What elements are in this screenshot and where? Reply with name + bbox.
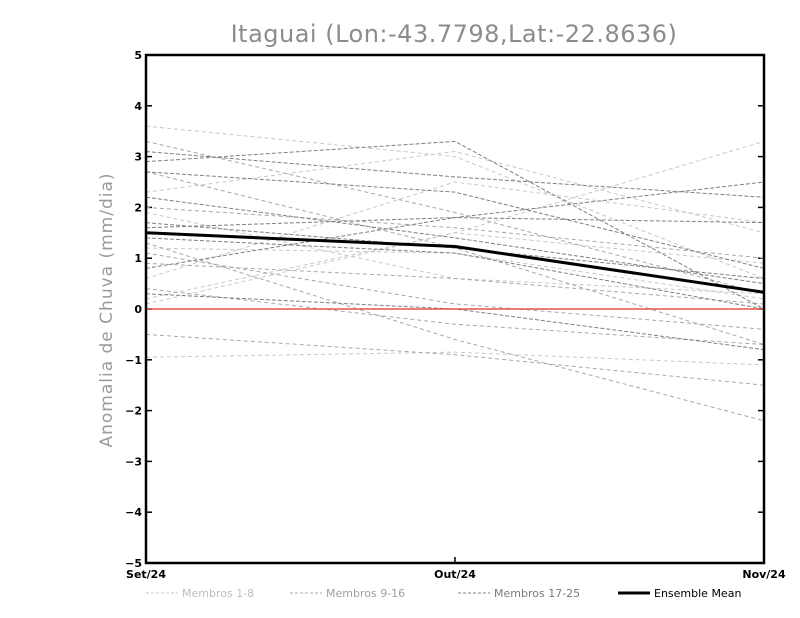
member-line	[145, 222, 765, 280]
member-line	[145, 351, 765, 366]
ensemble-mean-line	[145, 231, 765, 294]
member-line	[145, 262, 765, 305]
y-axis-label: Anomalia de Chuva (mm/dia)	[97, 172, 117, 447]
y-tick-label: 4	[134, 100, 142, 113]
y-tick-label: 1	[134, 252, 142, 265]
member-line	[145, 151, 765, 198]
y-tick-label: 2	[134, 201, 142, 214]
legend-label: Membros 1-8	[182, 587, 254, 600]
member-line	[145, 140, 765, 295]
member-line	[145, 288, 765, 346]
x-tick-label: Set/24	[126, 568, 166, 581]
y-tick-label: −2	[125, 405, 142, 418]
member-line	[145, 206, 765, 259]
legend: Membros 1-8 Membros 9-16 Membros 17-25 Ense…	[146, 587, 741, 600]
y-tick-label: 5	[134, 49, 142, 62]
y-tick-label: 3	[134, 151, 142, 164]
member-line	[145, 333, 765, 386]
member-line	[145, 140, 765, 310]
y-tick-label: −3	[125, 455, 142, 468]
member-line	[145, 171, 765, 346]
plot-frame	[144, 53, 766, 565]
member-line	[145, 242, 765, 422]
y-tick-label: −5	[125, 557, 142, 570]
legend-label: Ensemble Mean	[654, 587, 741, 600]
member-line	[145, 232, 765, 305]
member-line	[145, 217, 765, 229]
member-line	[145, 151, 765, 234]
legend-label: Membros 9-16	[326, 587, 405, 600]
y-tick-label: −1	[125, 354, 142, 367]
member-line	[145, 237, 765, 310]
y-tick-label: 0	[134, 303, 142, 316]
y-tick-label: −4	[125, 506, 142, 519]
chart-title: Itaguai (Lon:-43.7798,Lat:-22.8636)	[231, 20, 678, 48]
member-line	[145, 252, 765, 330]
member-line	[145, 171, 765, 269]
x-tick-label: Out/24	[434, 568, 476, 581]
series-layer	[145, 125, 765, 422]
legend-label: Membros 17-25	[494, 587, 580, 600]
member-line	[145, 181, 765, 279]
member-line	[145, 125, 765, 279]
x-tick-label: Nov/24	[742, 568, 786, 581]
